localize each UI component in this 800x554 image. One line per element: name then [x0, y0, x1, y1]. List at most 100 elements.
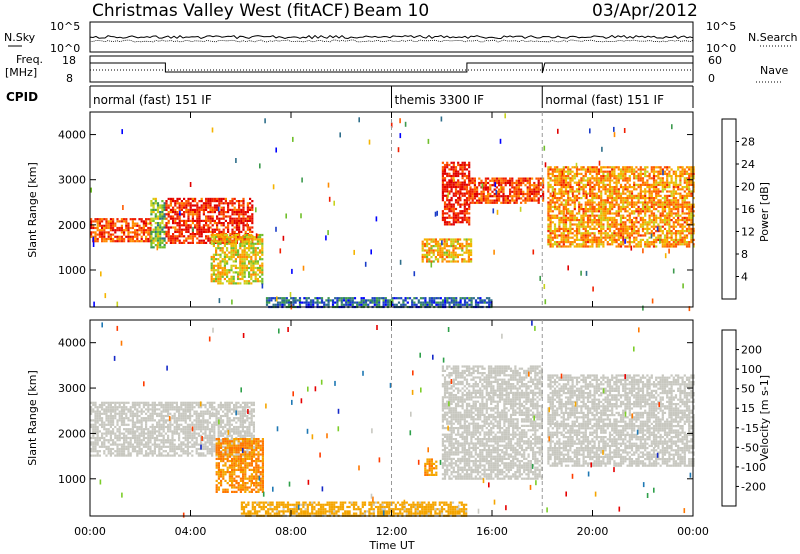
echo-cell [241, 258, 244, 261]
echo-cell [560, 234, 563, 237]
echo-cell [129, 410, 132, 413]
echo-cell [569, 230, 572, 233]
echo-cell [456, 260, 459, 263]
echo-cell [591, 197, 594, 200]
echo-cell [535, 192, 538, 196]
echo-cell [602, 205, 605, 208]
echo-cell [251, 206, 254, 209]
echo-cell [564, 216, 568, 219]
echo-cell [663, 197, 667, 200]
echo-cell [433, 299, 436, 302]
echo-cell [663, 236, 667, 239]
echo-cell [138, 441, 141, 444]
echo-cell [212, 266, 215, 270]
echo-cell [567, 236, 570, 239]
echo-cell [506, 179, 509, 182]
echo-cell [580, 205, 583, 208]
echo-cell [213, 222, 216, 225]
echo-cell [123, 218, 126, 221]
echo-cell [593, 197, 596, 200]
echo-cell [644, 170, 647, 173]
echo-cell [254, 249, 257, 252]
echo-cell [200, 239, 203, 242]
echo-cell [142, 222, 145, 225]
scatter-echo [642, 248, 644, 254]
scatter-echo [539, 275, 541, 281]
echo-cell [198, 208, 201, 211]
echo-cell [432, 245, 435, 248]
echo-cell [556, 236, 559, 239]
echo-cell [580, 225, 583, 228]
echo-cell [578, 183, 581, 186]
echo-cell [259, 271, 262, 274]
echo-cell [495, 199, 498, 202]
echo-cell [471, 181, 474, 185]
echo-cell [511, 195, 514, 198]
echo-cell [112, 447, 115, 451]
echo-cell [96, 222, 99, 225]
scatter-echo [662, 170, 664, 176]
echo-cell [347, 299, 350, 302]
echo-cell [648, 223, 651, 226]
echo-cell [617, 238, 620, 241]
echo-cell [207, 211, 210, 214]
echo-cell [683, 168, 686, 171]
echo-cell [648, 199, 651, 202]
echo-cell [622, 227, 625, 230]
echo-cell [690, 241, 693, 244]
echo-cell [635, 170, 638, 173]
echo-cell [120, 432, 123, 435]
echo-cell [611, 243, 614, 246]
nave-label: Nave [760, 64, 788, 77]
echo-cell [641, 223, 645, 226]
echo-cell [446, 207, 449, 211]
echo-cell [567, 230, 570, 233]
echo-cell [118, 419, 121, 422]
echo-cell [109, 237, 112, 241]
echo-cell [457, 203, 460, 206]
echo-cell [556, 177, 559, 180]
echo-cell [327, 303, 330, 306]
echo-cell [120, 229, 123, 232]
echo-cell [690, 166, 693, 169]
echo-cell [622, 223, 625, 226]
echo-cell [248, 240, 251, 243]
echo-cell [471, 192, 474, 196]
echo-cell [163, 202, 166, 205]
echo-cell [589, 205, 592, 208]
echo-cell [230, 266, 233, 270]
echo-cell [207, 204, 210, 207]
echo-cell [542, 190, 545, 193]
echo-cell [244, 217, 247, 220]
echo-cell [567, 245, 570, 248]
echo-cell [644, 166, 647, 169]
echo-cell [679, 214, 682, 217]
echo-cell [118, 428, 121, 431]
echo-cell [234, 244, 237, 248]
echo-cell [617, 210, 620, 213]
echo-cell [553, 214, 557, 217]
echo-cell [452, 240, 455, 243]
echo-cell [666, 234, 669, 237]
echo-cell [628, 192, 631, 195]
echo-cell [156, 228, 160, 231]
echo-cell [443, 183, 447, 186]
echo-cell [215, 240, 218, 243]
echo-cell [239, 271, 242, 274]
echo-cell [602, 208, 605, 211]
echo-cell [641, 205, 645, 208]
echo-cell [604, 203, 607, 206]
echo-cell [547, 238, 550, 241]
echo-cell [500, 181, 503, 185]
echo-cell [685, 230, 689, 233]
echo-cell [159, 228, 162, 231]
echo-cell [571, 214, 574, 217]
echo-cell [626, 236, 629, 239]
echo-cell [589, 190, 592, 193]
echo-cell [145, 445, 148, 448]
echo-cell [513, 181, 516, 185]
echo-cell [245, 240, 248, 243]
echo-cell [101, 237, 104, 241]
echo-cell [261, 264, 264, 267]
echo-cell [239, 264, 242, 267]
